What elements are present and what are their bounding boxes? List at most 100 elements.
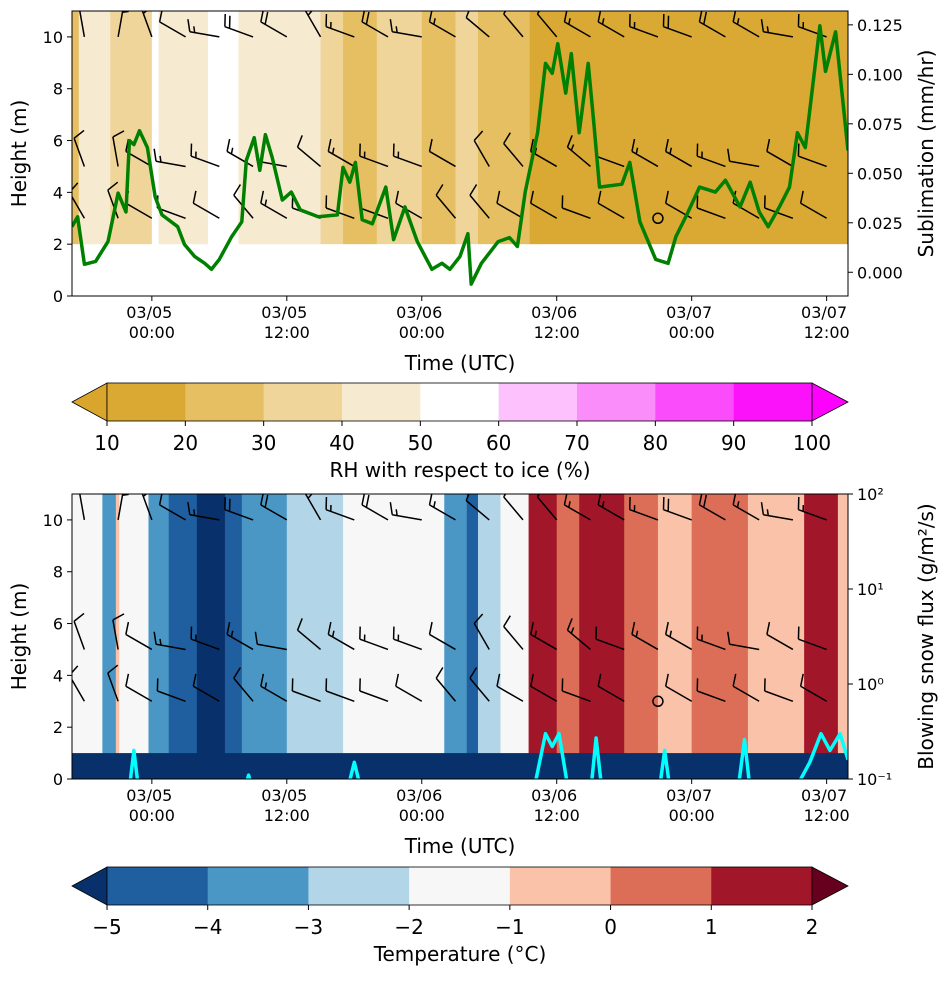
colorbar-tick-label: 70 [564,431,589,455]
series-line [128,731,848,779]
wind-barb [503,11,524,38]
colorbar-swatch [185,383,264,421]
wind-barb [530,190,558,219]
y2-axis-label: Blowing snow flux (g/m²/s) [914,503,938,769]
colorbar-tick-label: 20 [173,431,198,455]
y-tick-label: 0 [53,287,63,306]
wind-barb [628,496,659,521]
colorbar-tick-label: 10 [94,431,119,455]
colorbar-tick-label: 100 [793,431,831,455]
wind-barb [72,182,86,219]
plot-frame [71,493,849,780]
colorbar-tick-label: −2 [394,915,423,939]
wind-barb [566,618,591,651]
wind-barb [503,615,524,650]
wind-barb [325,496,355,521]
y2-tick-label: 10¹ [857,580,884,599]
field-cell [444,494,468,779]
x-tick-label: 03/07 00:00 [666,303,717,342]
wind-barb [597,673,625,702]
colorbar-swatch [308,867,410,905]
y-axis-label: Height (m) [7,100,31,208]
y-tick-label: 4 [53,183,63,202]
field-cell [102,494,117,779]
colorbar-tick-label: −1 [495,915,524,939]
wind-barb [158,11,186,38]
field-cell [837,494,848,779]
wind-barb [112,130,125,167]
wind-barb [563,494,591,521]
colorbar-swatch [342,383,421,421]
wind-barb [696,626,726,651]
wind-barb [435,184,457,219]
wind-barb [561,678,591,702]
wind-barb [503,132,524,167]
wind-barb [428,494,456,521]
wind-barb [125,621,153,651]
wind-barb [664,138,693,168]
wind-barb [799,673,828,702]
field-cell [119,494,149,779]
wind-barb [125,673,153,702]
colorbar-tick-label: 90 [721,431,746,455]
wind-barb [233,667,254,702]
plot-frame [71,10,849,297]
wind-barb [727,631,760,651]
colorbar-frame [106,866,813,906]
wind-barb [760,19,794,38]
wind-barb [226,621,254,651]
wind-barb [73,612,86,650]
plot-area [72,494,848,779]
wind-barb [727,148,760,168]
wind-barb [797,626,827,651]
x-tick-label: 03/07 12:00 [801,786,852,825]
colorbar-swatch [655,383,734,421]
wind-barb [112,613,125,650]
field-cell [747,494,805,779]
field-cell [168,494,198,779]
x-tick-label: 03/05 00:00 [126,303,177,342]
wind-barb [395,190,423,219]
colorbar-swatch [733,383,813,421]
wind-barb [359,626,389,651]
wind-barb [361,494,389,521]
colorbar-frame [106,382,813,422]
wind-barb [153,631,186,651]
y2-axis-label: Sublimation (mm/hr) [914,50,938,258]
x-tick-label: 03/07 00:00 [666,786,717,825]
field-cell [151,11,160,245]
field-cell [208,11,239,245]
wind-barb [296,135,322,168]
calm-marker [652,212,664,225]
wind-barb [465,494,490,521]
colorbar-extend-high [811,382,849,422]
wind-barb [469,667,490,702]
wind-barb [224,13,254,38]
y-tick-label: 2 [53,235,63,254]
field-cell [376,11,423,245]
wind-barb [291,678,321,702]
wind-barb [597,190,625,219]
wind-barb [72,665,86,702]
y-tick-label: 8 [53,80,63,99]
wind-barb [190,626,220,651]
wind-barb [428,621,456,651]
wind-barb [473,130,490,167]
wind-barb [536,11,558,38]
field-cell [224,494,243,779]
wind-barb [395,673,423,702]
wind-barb [190,143,220,168]
wind-barb [428,11,456,38]
wind-barb [107,664,119,702]
field-cell [148,494,170,779]
wind-barb [732,11,760,38]
wind-barb [325,195,355,219]
wind-barb [158,494,186,521]
field-cell [529,11,848,245]
x-axis-label: Time (UTC) [404,834,516,858]
x-tick-label: 03/06 00:00 [396,303,447,342]
wind-barb [597,494,625,521]
wind-barb [530,673,558,702]
colorbar-tick-label: 60 [486,431,511,455]
colorbar-swatch [498,383,578,421]
